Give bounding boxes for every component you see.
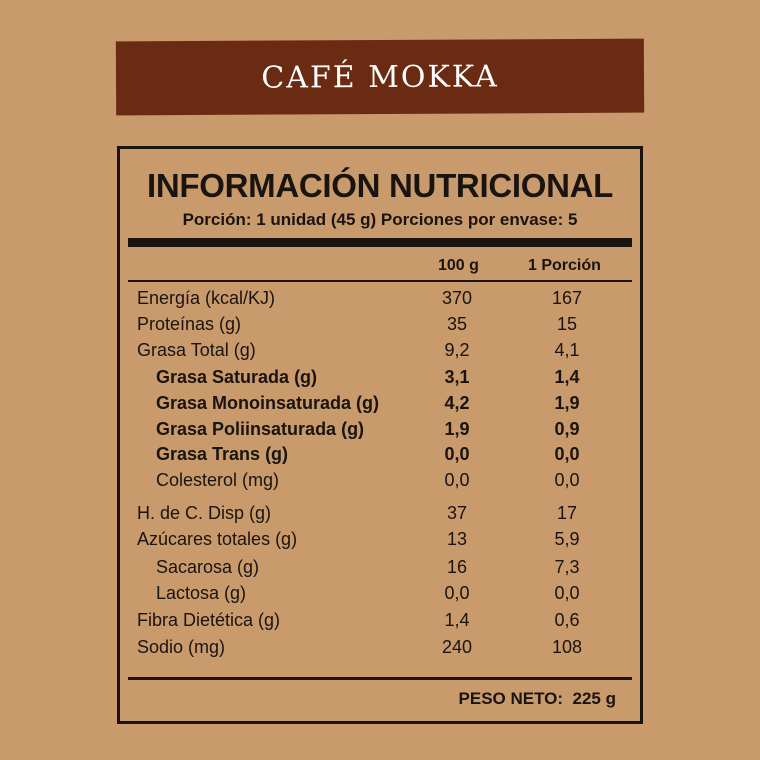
value-per-portion: 1,9 — [554, 393, 580, 413]
value-per-100g: 0,0 — [444, 444, 470, 464]
serving-info: Porción: 1 unidad (45 g) Porciones por e… — [182, 210, 578, 229]
nutrient-label: Azúcares totales (g) — [137, 529, 298, 549]
nutrient-row-polyunsaturated-fat: Grasa Poliinsaturada (g) 1,9 0,9 — [120, 419, 640, 445]
value-per-100g: 3,1 — [444, 367, 470, 387]
nutrient-label: Grasa Saturada (g) — [156, 367, 318, 387]
nutrient-label: Sodio (mg) — [137, 637, 226, 657]
value-per-100g: 0,0 — [444, 583, 470, 603]
value-per-100g: 16 — [446, 557, 468, 577]
footer-divider — [128, 677, 632, 680]
value-per-portion: 0,6 — [554, 610, 580, 630]
nutrient-label: Grasa Monoinsaturada (g) — [156, 393, 380, 413]
nutrient-row-energy: Energía (kcal/KJ) 370 167 — [120, 288, 640, 314]
nutrient-row-saturated-fat: Grasa Saturada (g) 3,1 1,4 — [120, 367, 640, 393]
nutrient-label: Grasa Trans (g) — [156, 444, 289, 464]
value-per-portion: 0,0 — [554, 470, 580, 490]
product-banner: CAFÉ MOKKA — [115, 38, 645, 116]
value-per-portion: 167 — [551, 288, 583, 308]
value-per-100g: 370 — [441, 288, 473, 308]
header-divider — [128, 280, 632, 282]
value-per-portion: 0,0 — [554, 583, 580, 603]
nutrient-row-carbohydrates: H. de C. Disp (g) 37 17 — [120, 503, 640, 529]
nutrition-title: INFORMACIÓN NUTRICIONAL — [146, 167, 614, 204]
nutrient-label: Lactosa (g) — [156, 583, 247, 603]
nutrient-row-total-sugars: Azúcares totales (g) 13 5,9 — [120, 529, 640, 555]
value-per-portion: 0,9 — [554, 419, 580, 439]
value-per-100g: 0,0 — [444, 470, 470, 490]
nutrient-row-sodium: Sodio (mg) 240 108 — [120, 637, 640, 663]
value-per-100g: 37 — [446, 503, 468, 523]
nutrient-row-dietary-fiber: Fibra Dietética (g) 1,4 0,6 — [120, 610, 640, 636]
product-title: CAFÉ MOKKA — [261, 58, 499, 96]
value-per-portion: 7,3 — [554, 557, 580, 577]
column-header-100g: 100 g — [438, 257, 479, 274]
value-per-portion: 0,0 — [554, 444, 580, 464]
nutrient-row-total-fat: Grasa Total (g) 9,2 4,1 — [120, 340, 640, 366]
nutrient-label: Proteínas (g) — [137, 314, 242, 334]
nutrient-label: Fibra Dietética (g) — [137, 610, 281, 630]
value-per-portion: 17 — [556, 503, 578, 523]
value-per-100g: 4,2 — [444, 393, 470, 413]
nutrient-row-protein: Proteínas (g) 35 15 — [120, 314, 640, 340]
value-per-100g: 9,2 — [444, 340, 470, 360]
nutrient-label: Grasa Poliinsaturada (g) — [156, 419, 365, 439]
value-per-portion: 4,1 — [554, 340, 580, 360]
value-per-portion: 5,9 — [554, 529, 580, 549]
nutrition-facts-panel: INFORMACIÓN NUTRICIONAL Porción: 1 unida… — [117, 146, 643, 724]
value-per-portion: 15 — [556, 314, 578, 334]
nutrient-row-trans-fat: Grasa Trans (g) 0,0 0,0 — [120, 444, 640, 470]
nutrient-row-lactose: Lactosa (g) 0,0 0,0 — [120, 583, 640, 609]
nutrient-label: H. de C. Disp (g) — [137, 503, 272, 523]
value-per-100g: 240 — [441, 637, 473, 657]
nutrient-row-monounsaturated-fat: Grasa Monoinsaturada (g) 4,2 1,9 — [120, 393, 640, 419]
value-per-100g: 13 — [446, 529, 468, 549]
nutrient-label: Sacarosa (g) — [156, 557, 260, 577]
value-per-100g: 35 — [446, 314, 468, 334]
nutrient-label: Grasa Total (g) — [137, 340, 256, 360]
nutrient-row-cholesterol: Colesterol (mg) 0,0 0,0 — [120, 470, 640, 496]
nutrient-label: Energía (kcal/KJ) — [137, 288, 276, 308]
thick-divider — [128, 238, 632, 247]
nutrient-row-sucrose: Sacarosa (g) 16 7,3 — [120, 557, 640, 583]
net-weight: PESO NETO: 225 g — [458, 689, 616, 708]
value-per-100g: 1,9 — [444, 419, 470, 439]
column-header-portion: 1 Porción — [528, 257, 601, 274]
value-per-100g: 1,4 — [444, 610, 470, 630]
value-per-portion: 108 — [551, 637, 583, 657]
nutrient-label: Colesterol (mg) — [156, 470, 280, 490]
value-per-portion: 1,4 — [554, 367, 580, 387]
